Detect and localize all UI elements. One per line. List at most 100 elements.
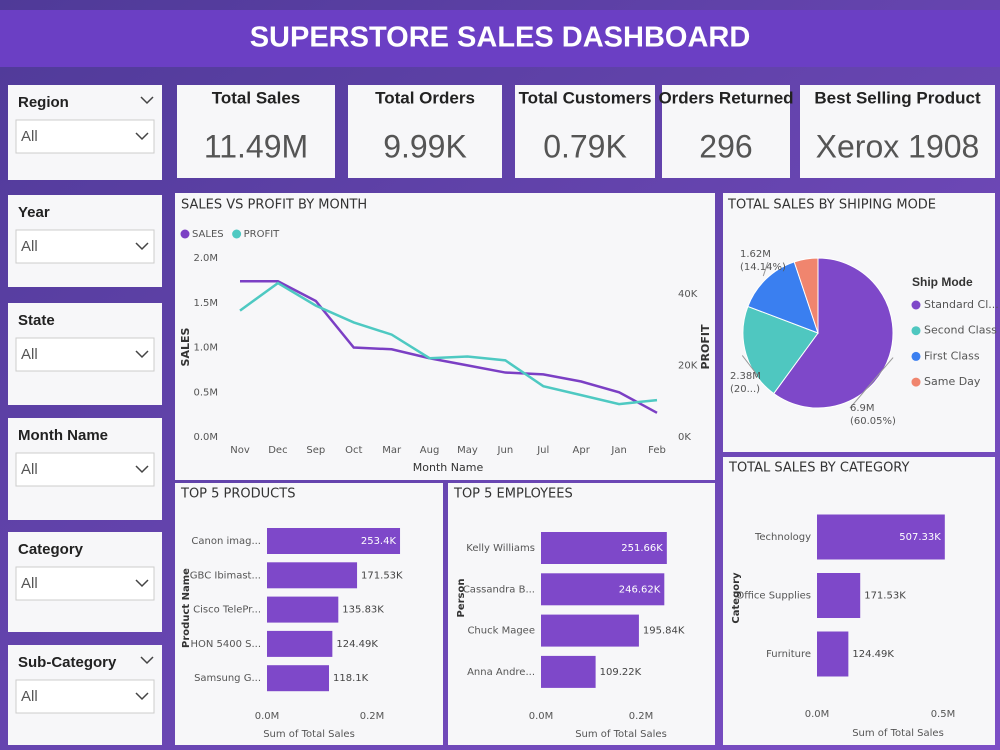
y-tick-label: Chuck Magee xyxy=(467,626,535,637)
slicer-dropdown[interactable]: All xyxy=(15,679,155,714)
legend-label: Same Day xyxy=(924,375,981,388)
bar xyxy=(267,630,333,657)
pie-slice xyxy=(793,257,819,334)
bar xyxy=(541,532,667,564)
x-axis-title: Month Name xyxy=(413,461,484,474)
chevron-icon xyxy=(135,692,149,701)
slicer-dropdown[interactable]: All xyxy=(15,229,155,264)
x-tick-label: Jun xyxy=(497,445,514,456)
x-axis-title: Sum of Total Sales xyxy=(852,728,944,739)
x-tick-label: 0.0M xyxy=(529,711,554,722)
pie-value-label: 6.9M xyxy=(850,403,875,414)
dashboard-title: SUPERSTORE SALES DASHBOARD xyxy=(250,22,751,54)
panel xyxy=(448,483,715,745)
dropdown-box[interactable] xyxy=(15,566,155,601)
dropdown-box[interactable] xyxy=(15,229,155,264)
y-tick-label: 2.0M xyxy=(193,253,218,264)
kpi-value: 11.49M xyxy=(204,128,308,164)
y2-tick-label: 0K xyxy=(678,432,691,443)
x-tick-label: Jan xyxy=(610,445,626,456)
data-label: 171.53K xyxy=(864,591,906,602)
slicer-label: Month Name xyxy=(18,427,108,444)
slicer-dropdown[interactable]: All xyxy=(15,337,155,372)
leader-line xyxy=(849,357,894,409)
dropdown-box[interactable] xyxy=(15,452,155,487)
panel xyxy=(175,193,715,480)
x-axis-title: Sum of Total Sales xyxy=(263,729,355,740)
x-tick-label: Nov xyxy=(230,445,250,456)
kpi-card xyxy=(515,85,655,178)
dropdown-box[interactable] xyxy=(15,679,155,714)
y-tick-label: Office Supplies xyxy=(736,591,811,602)
x-tick-label: 0.0M xyxy=(805,709,830,720)
kpi-label: Orders Returned xyxy=(658,88,793,107)
dropdown-box[interactable] xyxy=(15,337,155,372)
bar xyxy=(817,631,849,677)
legend-label: First Class xyxy=(924,349,980,362)
dropdown-value[interactable]: All xyxy=(21,238,38,255)
y-tick-label: Cisco TelePr... xyxy=(193,605,261,616)
bar xyxy=(267,665,330,692)
pie-percent-label: (60.05%) xyxy=(850,416,896,427)
chart-title: TOP 5 PRODUCTS xyxy=(180,487,295,502)
y-tick-label: Anna Andre... xyxy=(467,667,535,678)
x-tick-label: 0.0M xyxy=(255,711,280,722)
kpi-card xyxy=(348,85,502,178)
data-label: 124.49K xyxy=(336,639,378,650)
x-tick-label: Dec xyxy=(268,445,287,456)
x-tick-label: Sep xyxy=(306,445,325,456)
kpi-value: Xerox 1908 xyxy=(816,128,980,164)
slicer-label: Category xyxy=(18,541,84,558)
legend-marker xyxy=(911,377,921,387)
slicer-label: Sub-Category xyxy=(18,654,117,671)
slicer-dropdown[interactable]: All xyxy=(15,452,155,487)
slicer-dropdown[interactable]: All xyxy=(15,119,155,154)
legend-marker xyxy=(180,229,190,239)
kpi-value: 9.99K xyxy=(383,128,467,164)
x-tick-label: 0.5M xyxy=(931,709,956,720)
y2-tick-label: 40K xyxy=(678,289,698,300)
chevron-icon xyxy=(135,465,149,474)
pie-value-label: 1.62M xyxy=(740,249,771,260)
leader-line xyxy=(741,355,759,377)
header-band xyxy=(0,10,1000,67)
slicer-dropdown[interactable]: All xyxy=(15,566,155,601)
x-axis-title: Sum of Total Sales xyxy=(575,729,667,740)
kpi-value: 296 xyxy=(699,128,752,164)
chevron-icon xyxy=(135,132,149,141)
legend-label: Standard Cl... xyxy=(924,298,999,311)
dropdown-value[interactable]: All xyxy=(21,688,38,705)
x-tick-label: Oct xyxy=(345,445,362,456)
pie-slice xyxy=(747,261,819,334)
chevron-icon xyxy=(140,96,154,105)
chevron-icon xyxy=(140,656,154,665)
x-tick-label: Aug xyxy=(420,445,440,456)
legend-marker xyxy=(911,326,921,336)
y2-tick-label: 20K xyxy=(678,360,698,371)
kpi-label: Total Orders xyxy=(375,88,475,107)
legend-marker xyxy=(232,229,242,239)
data-label: 253.4K xyxy=(361,536,397,547)
dropdown-value[interactable]: All xyxy=(21,575,38,592)
y-tick-label: Technology xyxy=(754,532,811,543)
bar xyxy=(541,573,665,606)
pie-value-label: 2.38M xyxy=(730,371,761,382)
legend-label: PROFIT xyxy=(244,229,281,240)
data-label: 109.22K xyxy=(600,667,642,678)
slicer-label: Year xyxy=(18,204,50,221)
y-tick-label: 0.5M xyxy=(193,387,218,398)
slicer-label: State xyxy=(18,312,55,329)
bar xyxy=(541,655,596,688)
bar xyxy=(267,596,339,623)
dropdown-box[interactable] xyxy=(15,119,155,154)
y-tick-label: Cassandra B... xyxy=(463,584,535,595)
kpi-card xyxy=(662,85,790,178)
dropdown-value[interactable]: All xyxy=(21,128,38,145)
dropdown-value[interactable]: All xyxy=(21,461,38,478)
data-label: 251.66K xyxy=(621,543,663,554)
dropdown-value[interactable]: All xyxy=(21,346,38,363)
y-tick-label: 1.5M xyxy=(193,298,218,309)
data-label: 171.53K xyxy=(361,570,403,581)
